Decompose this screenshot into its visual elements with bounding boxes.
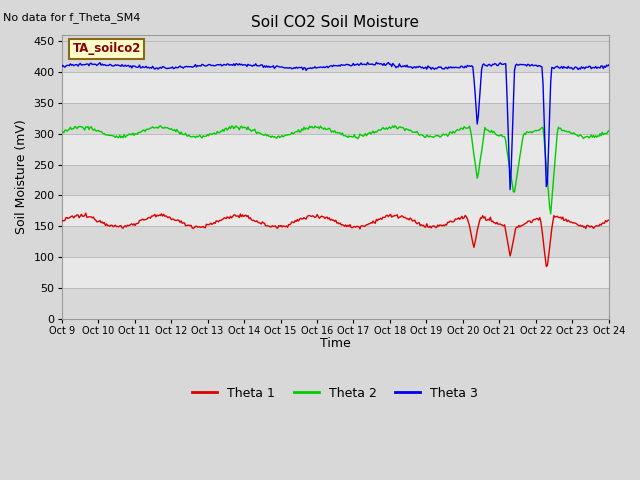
- Theta 1: [82, 210, 90, 216]
- Theta 3: [506, 187, 514, 192]
- X-axis label: Time: Time: [320, 337, 351, 350]
- Bar: [61, 257, 609, 288]
- Theta 2: [383, 126, 391, 132]
- Line: Theta 3: Theta 3: [61, 62, 609, 190]
- Theta 3: [508, 132, 516, 138]
- Legend: Theta 1, Theta 2, Theta 3: Theta 1, Theta 2, Theta 3: [187, 382, 483, 405]
- Theta 1: [319, 214, 326, 219]
- Theta 3: [385, 60, 392, 65]
- Theta 1: [605, 217, 612, 223]
- Theta 3: [605, 62, 612, 68]
- Theta 2: [317, 125, 325, 131]
- Theta 1: [543, 264, 550, 269]
- Theta 3: [372, 60, 380, 65]
- Theta 1: [355, 224, 363, 229]
- Line: Theta 1: Theta 1: [61, 213, 609, 266]
- Theta 2: [594, 133, 602, 139]
- Theta 2: [547, 211, 554, 217]
- Bar: [61, 195, 609, 226]
- Theta 2: [354, 136, 362, 142]
- Line: Theta 2: Theta 2: [61, 126, 609, 214]
- Theta 1: [58, 218, 65, 224]
- Theta 1: [385, 214, 392, 219]
- Bar: [61, 72, 609, 103]
- Theta 1: [594, 223, 602, 229]
- Theta 2: [605, 128, 612, 133]
- Theta 1: [322, 215, 330, 220]
- Theta 2: [321, 125, 329, 131]
- Theta 1: [508, 249, 515, 254]
- Text: No data for f_Theta_SM4: No data for f_Theta_SM4: [3, 12, 141, 23]
- Theta 3: [58, 64, 65, 70]
- Theta 3: [354, 61, 362, 67]
- Theta 3: [321, 65, 329, 71]
- Theta 3: [594, 64, 602, 70]
- Theta 2: [58, 130, 65, 136]
- Theta 2: [391, 123, 399, 129]
- Y-axis label: Soil Moisture (mV): Soil Moisture (mV): [15, 120, 28, 234]
- Bar: [61, 134, 609, 165]
- Theta 2: [508, 175, 515, 180]
- Text: TA_soilco2: TA_soilco2: [72, 42, 141, 55]
- Title: Soil CO2 Soil Moisture: Soil CO2 Soil Moisture: [252, 15, 419, 30]
- Theta 3: [317, 64, 325, 70]
